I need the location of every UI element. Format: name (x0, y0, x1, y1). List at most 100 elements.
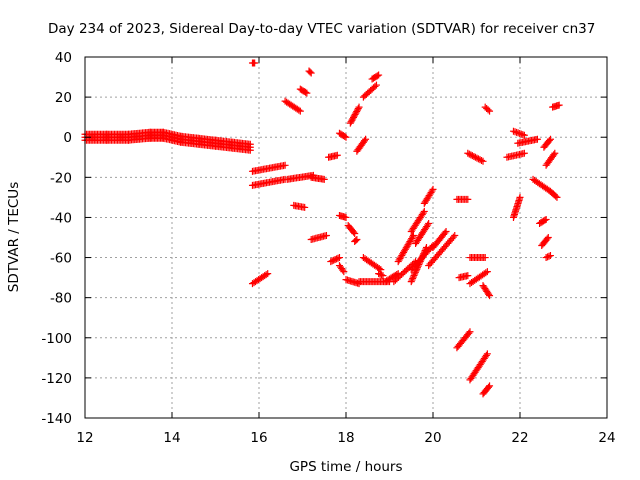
data-point (333, 151, 341, 159)
data-point (464, 149, 472, 157)
data-point (550, 151, 558, 159)
data-point (409, 273, 417, 281)
data-point (516, 193, 524, 201)
data-point (442, 227, 450, 235)
series-s53 (538, 234, 552, 250)
data-point (301, 203, 309, 211)
data-point (481, 254, 489, 262)
data-point (339, 266, 347, 274)
data-point (441, 229, 449, 237)
data-point (486, 107, 494, 115)
data-point (307, 69, 315, 77)
y-tick-label: -120 (41, 371, 72, 387)
data-point (419, 209, 427, 217)
data-point (544, 234, 552, 241)
axes: 12 14 16 18 20 22 24 -140 -120 -100 -80 -60 -40 -20 0 2… (41, 50, 615, 446)
series-s39 (455, 272, 472, 282)
data-point (264, 270, 272, 278)
data-point (322, 231, 330, 239)
series-s04 (248, 59, 259, 67)
data-point (467, 151, 475, 159)
series-s07 (290, 201, 309, 211)
data-point (335, 254, 343, 262)
series-s47 (503, 149, 528, 161)
series-s22 (359, 254, 385, 274)
data-point (351, 229, 359, 237)
series-s42 (466, 350, 491, 384)
data-point (552, 192, 560, 200)
data-point (373, 72, 381, 80)
series-s36 (429, 227, 450, 252)
data-point (353, 236, 361, 244)
data-point (542, 215, 550, 223)
series-s08 (296, 85, 311, 97)
data-point (483, 350, 491, 358)
series-s50 (514, 135, 541, 147)
data-point (470, 152, 478, 160)
data-point (411, 268, 419, 276)
series-s34 (420, 185, 437, 207)
data-point (251, 59, 259, 67)
data-point (306, 68, 314, 76)
series-s33 (407, 242, 437, 274)
data-point (420, 207, 428, 215)
data-point (555, 101, 563, 109)
series-main-band (81, 128, 254, 154)
series-s55 (542, 149, 559, 169)
series-s20 (351, 236, 361, 246)
series-s45 (479, 382, 494, 398)
data-point (320, 175, 328, 183)
series-s52 (536, 215, 550, 227)
data-point (451, 231, 459, 239)
data-point (340, 268, 348, 276)
series-s49 (509, 127, 528, 139)
data-point (360, 137, 368, 145)
x-tick-label: 12 (76, 430, 93, 446)
data-point (334, 254, 342, 262)
data-point (377, 266, 385, 274)
series-s19 (346, 103, 363, 127)
data-point (352, 237, 360, 245)
data-point (520, 131, 528, 139)
data-point (484, 106, 492, 114)
data-point (541, 216, 549, 224)
data-point (409, 275, 417, 283)
data-point (478, 156, 486, 164)
data-point (425, 219, 433, 227)
data-point (482, 269, 490, 277)
data-point (341, 132, 349, 140)
series-s21 (353, 135, 370, 155)
y-tick-label: -40 (50, 210, 72, 226)
data-point (303, 89, 311, 97)
series-s48 (509, 193, 524, 221)
series-s58 (542, 252, 554, 262)
data-point (464, 272, 472, 280)
series-s16 (335, 211, 350, 221)
series-s11 (307, 231, 330, 244)
series-s10 (307, 173, 328, 183)
data-point (424, 221, 432, 229)
series-s06 (283, 171, 317, 183)
chart-title: Day 234 of 2023, Sidereal Day-to-day VTE… (48, 21, 595, 37)
data-point (520, 149, 528, 157)
data-point (350, 228, 358, 236)
series-s38 (453, 328, 474, 352)
series-s23 (359, 81, 380, 101)
series-s13 (327, 254, 343, 266)
data-point (449, 233, 457, 241)
data-point (479, 157, 487, 165)
data-point (485, 290, 493, 298)
series-s57 (549, 101, 563, 111)
x-tick-label: 24 (598, 430, 615, 446)
series-s25 (368, 71, 383, 83)
data-point (342, 133, 350, 141)
series-s35 (425, 231, 459, 270)
data-point (342, 213, 350, 221)
data-point (546, 135, 554, 143)
grid (85, 57, 607, 418)
data-point (468, 152, 476, 160)
x-tick-label: 22 (511, 430, 528, 446)
data-point (486, 382, 494, 390)
x-tick-label: 16 (250, 430, 267, 446)
